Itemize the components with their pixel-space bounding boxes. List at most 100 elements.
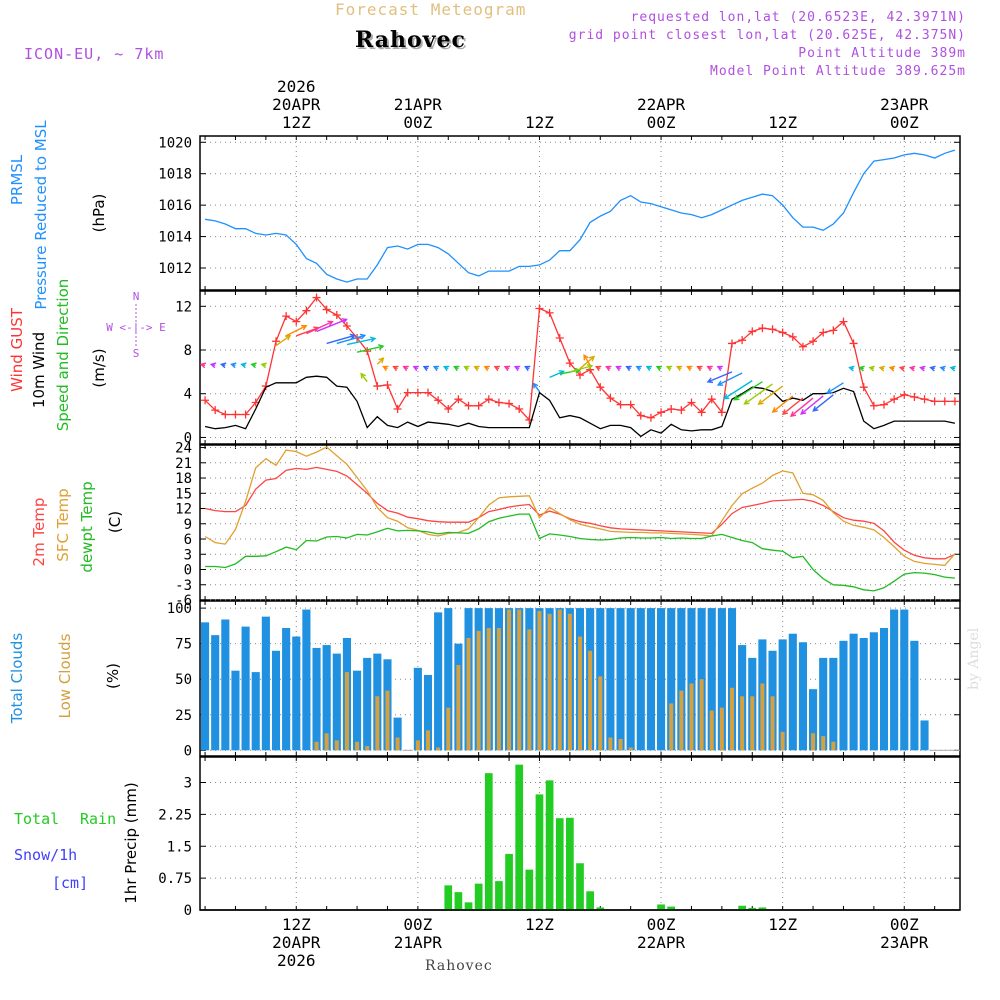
gust-marker (849, 339, 858, 348)
y-tick-label: 0 (184, 563, 192, 579)
requested-coords: requested lon,lat (20.6523E, 42.3971N) (630, 10, 966, 25)
wind-arrow-head (939, 365, 946, 372)
total-cloud-bar (292, 636, 301, 751)
top-time-label: 20APR (272, 95, 321, 114)
low-cloud-bar (567, 613, 572, 751)
label-percent: (%) (104, 663, 122, 689)
gust-marker (778, 328, 787, 337)
wind-arrow-head (463, 365, 470, 372)
gust-marker (758, 324, 767, 333)
gust-marker (809, 337, 818, 346)
gust-marker (383, 380, 392, 389)
bottom-time-label: 00Z (647, 915, 676, 934)
total-cloud-bar (900, 609, 909, 751)
low-cloud-bar (486, 628, 491, 751)
wind-arrow-head (686, 365, 693, 372)
bottom-time-label: 12Z (525, 915, 554, 934)
wind-arrow-head (442, 365, 450, 372)
wind-arrow-head (513, 365, 521, 372)
precip-bar (586, 891, 594, 910)
model-label: ICON-EU, ~ 7km (24, 45, 165, 63)
y-tick-label: -3 (175, 578, 192, 594)
wind-arrow (356, 345, 384, 353)
gust-marker (484, 395, 493, 404)
low-cloud-bar (507, 609, 512, 751)
panel-frame-pressure (199, 135, 961, 291)
precip-bar (738, 905, 746, 910)
wind-arrow-head (615, 365, 622, 372)
gust-marker (515, 405, 524, 414)
top-time-label: 00Z (890, 113, 919, 132)
low-cloud-bar (709, 710, 714, 751)
credit-watermark: by Angel (966, 627, 982, 690)
low-cloud-bar (770, 696, 775, 751)
label-cm: [cm] (52, 874, 88, 892)
gust-marker (616, 400, 625, 409)
precip-bar (444, 885, 453, 910)
total-cloud-bar (616, 608, 625, 751)
wind-arrow (744, 383, 773, 405)
wind-arrow (717, 372, 743, 386)
wind-arrow (583, 354, 591, 366)
point-altitude: Point Altitude 389m (798, 46, 966, 61)
precip-bar (515, 764, 524, 910)
y-tick-label: 1020 (158, 135, 192, 151)
total-cloud-bar (221, 619, 230, 751)
precip-bar (464, 902, 473, 910)
wind-arrow (336, 334, 365, 345)
wind-arrow-head (422, 365, 430, 372)
gridpoint-coords: grid point closest lon,lat (20.625E, 42.… (568, 28, 966, 43)
low-cloud-bar (314, 741, 319, 751)
wind-arrow (316, 318, 347, 333)
wind-arrow-head (771, 407, 778, 413)
wind-arrow-head (583, 354, 589, 361)
total-cloud-bar (879, 628, 889, 751)
total-cloud-bar (677, 608, 686, 751)
total-cloud-bar (201, 622, 210, 751)
wind-arrow-head (586, 364, 594, 370)
total-cloud-bar (444, 608, 453, 751)
gust-marker (890, 395, 899, 404)
gust-marker (322, 305, 331, 314)
gust-marker (221, 410, 230, 419)
top-time-label: 21APR (394, 95, 443, 114)
wind-arrow-head (199, 362, 207, 369)
low-cloud-bar (537, 610, 542, 751)
precip-bar (758, 907, 767, 910)
total-cloud-bar (849, 633, 858, 751)
model-altitude: Model Point Altitude 389.625m (710, 64, 966, 79)
wind-arrow-head (412, 365, 419, 372)
wind-arrow-head (908, 365, 916, 372)
precip-bar (505, 853, 513, 910)
gust-marker (565, 359, 574, 368)
wind-arrow (275, 335, 291, 347)
gust-marker (535, 304, 544, 313)
total-cloud-bar (251, 672, 260, 751)
compass-we: W <-|-> E (106, 321, 166, 334)
low-cloud-bar (598, 676, 603, 751)
wind-arrow-head (574, 367, 582, 374)
total-cloud-bar (920, 720, 929, 751)
total-cloud-bar (626, 608, 635, 751)
y-tick-label: 75 (175, 637, 192, 653)
y-tick-label: -6 (175, 593, 192, 609)
y-tick-label: 1018 (158, 167, 192, 183)
total-cloud-bar (322, 645, 331, 751)
wind-arrow (549, 370, 564, 378)
footer-location: Rahovec (425, 958, 493, 974)
wind-arrow-head (588, 355, 596, 362)
low-cloud-bar (719, 707, 724, 751)
wind-arrow (782, 397, 804, 415)
y-tick-label: 0 (184, 903, 192, 919)
total-cloud-bar (211, 635, 220, 751)
precip-bar (748, 907, 757, 910)
total-cloud-bar (687, 608, 696, 751)
low-cloud-bar (577, 636, 583, 751)
gust-marker (302, 306, 311, 315)
precip-bar (525, 869, 534, 910)
total-cloud-bar (667, 608, 676, 751)
gust-marker (829, 326, 838, 335)
low-cloud-bar (729, 687, 735, 751)
wind-arrow-head (493, 365, 500, 372)
